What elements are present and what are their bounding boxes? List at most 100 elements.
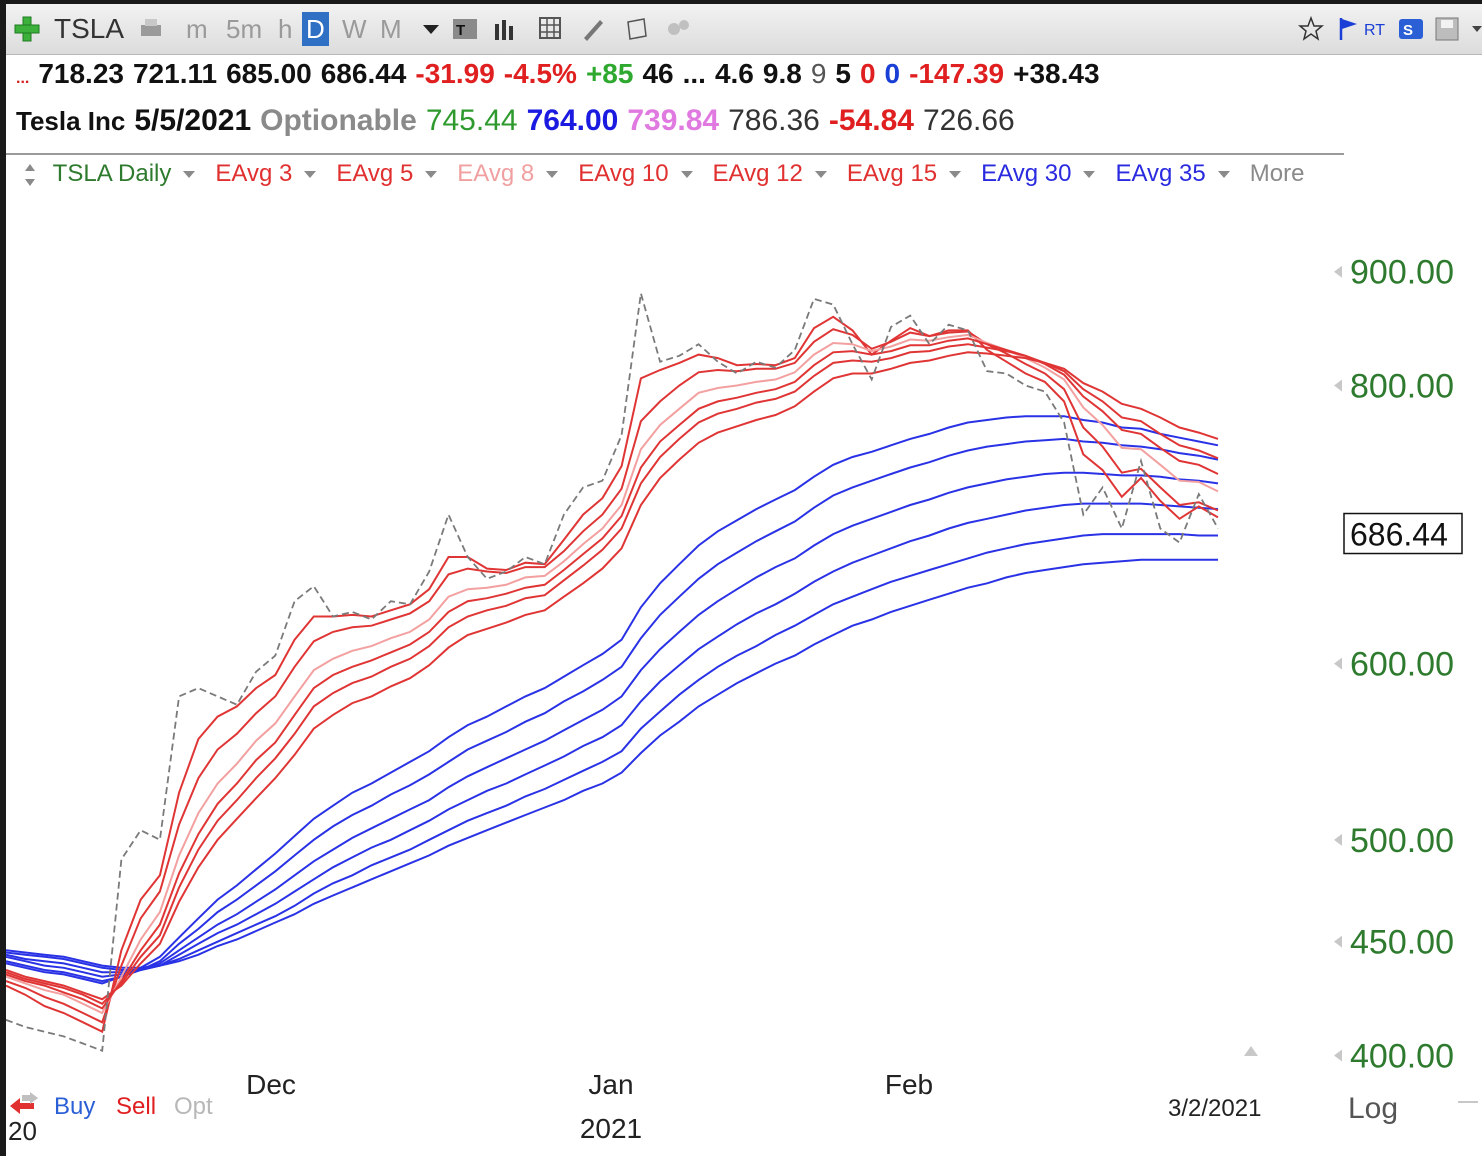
- date-label: 3/2/2021: [1168, 1095, 1261, 1122]
- price-chart[interactable]: 900.00 800.00 600.00 500.00 450.00 400.00 686.…: [6, 200, 1482, 1156]
- s-badge-icon[interactable]: S: [1398, 16, 1424, 42]
- y-tick-marker: [1334, 935, 1342, 948]
- indicator-label: EAvg 12: [712, 160, 803, 187]
- row1-field: +38.43: [1013, 58, 1100, 89]
- indicator-eavg-15[interactable]: EAvg 15: [846, 160, 962, 188]
- indicator-label: EAvg 3: [215, 160, 293, 187]
- indicator-label: EAvg 30: [981, 160, 1072, 187]
- dropdown-icon[interactable]: [418, 16, 444, 42]
- y-tick-marker: [1334, 265, 1342, 278]
- ema-line-6: [6, 415, 1219, 985]
- x-year-label: 2021: [580, 1113, 642, 1144]
- add-symbol-icon[interactable]: [14, 16, 40, 42]
- ema-line-7: [6, 437, 1219, 983]
- scroll-up-icon[interactable]: [1244, 1046, 1258, 1056]
- rt-label[interactable]: RT: [1364, 22, 1386, 39]
- row1-field: 0: [884, 58, 901, 89]
- chevron-down-icon[interactable]: [1083, 171, 1096, 179]
- row1-field: 685.00: [226, 58, 312, 89]
- printer-icon[interactable]: [138, 16, 164, 42]
- row1-field: +85: [585, 58, 634, 89]
- ema-line-0: [6, 315, 1219, 1034]
- row1-field: 4.6: [714, 58, 754, 89]
- chevron-down-icon[interactable]: [1217, 171, 1230, 179]
- quote-row-prices: ... 718.23 721.11 685.00 686.44 -31.99 -4.5% +8…: [16, 58, 1109, 90]
- row2-field: 739.84: [627, 104, 720, 137]
- y-tick-label: 600.00: [1350, 646, 1454, 684]
- svg-text:T: T: [456, 22, 465, 39]
- chevron-down-icon[interactable]: [949, 171, 962, 179]
- row1-field: 0: [859, 58, 876, 89]
- trade-arrows-icon[interactable]: [8, 1092, 40, 1122]
- ema-line-9: [6, 502, 1219, 974]
- pencil-icon[interactable]: [580, 16, 606, 42]
- chevron-down-icon[interactable]: [814, 171, 827, 179]
- indicator-label: EAvg 10: [578, 160, 669, 187]
- ema-line-1: [6, 328, 1219, 1024]
- text-tool-icon[interactable]: T: [452, 16, 478, 42]
- indicator-eavg-10[interactable]: EAvg 10: [578, 160, 693, 188]
- row2-field: Optionable: [260, 104, 417, 137]
- ema-line-4: [6, 343, 1219, 1006]
- indicator-label: EAvg 5: [336, 160, 414, 187]
- chevron-down-icon[interactable]: [425, 171, 438, 179]
- timeframe-w[interactable]: W: [342, 14, 367, 44]
- chevron-down-icon[interactable]: [304, 171, 317, 179]
- row1-field: -31.99: [415, 58, 495, 89]
- timeframe-m[interactable]: m: [186, 14, 208, 44]
- indicator-more[interactable]: More: [1250, 160, 1305, 188]
- row2-field: -54.84: [828, 104, 914, 137]
- timeframe-d[interactable]: D: [302, 12, 329, 46]
- grid-icon[interactable]: [538, 16, 564, 42]
- y-tick-marker: [1334, 379, 1342, 392]
- ema-line-11: [6, 558, 1218, 969]
- chevron-down-icon[interactable]: [680, 171, 693, 179]
- ema-line-10: [6, 533, 1218, 971]
- more-icon[interactable]: [1468, 16, 1482, 42]
- timeframe-h[interactable]: h: [278, 14, 293, 44]
- timeframe-5m[interactable]: 5m: [226, 14, 263, 44]
- row2-field: 745.44: [425, 104, 518, 137]
- x-tick-label: Jan: [588, 1069, 633, 1100]
- symbol-label[interactable]: TSLA: [54, 13, 125, 44]
- row1-field: 46: [642, 58, 674, 89]
- flag-icon[interactable]: [1336, 16, 1362, 42]
- y-tick-label: 450.00: [1350, 924, 1454, 962]
- indicator-eavg-30[interactable]: EAvg 30: [981, 160, 1096, 188]
- row2-field: 726.66: [922, 104, 1015, 137]
- row2-field: 764.00: [526, 104, 619, 137]
- indicator-eavg-35[interactable]: EAvg 35: [1115, 160, 1230, 188]
- timeframe-mo[interactable]: M: [380, 14, 402, 44]
- chevron-down-icon[interactable]: [546, 171, 559, 179]
- row2-field: Tesla Inc: [16, 106, 126, 136]
- row1-field: -147.39: [909, 58, 1005, 89]
- log-scale-toggle[interactable]: Log: [1348, 1092, 1398, 1125]
- indicator-label: EAvg 15: [846, 160, 938, 187]
- opt-button[interactable]: Opt: [174, 1093, 213, 1120]
- note-icon[interactable]: [624, 16, 650, 42]
- row1-field: 9.8: [762, 58, 802, 89]
- y-tick-label: 500.00: [1350, 822, 1454, 860]
- bar-chart-icon[interactable]: [492, 16, 518, 42]
- save-icon[interactable]: [1434, 16, 1460, 42]
- indicator-eavg-12[interactable]: EAvg 12: [713, 160, 827, 188]
- ema-line-8: [6, 471, 1219, 978]
- indicator-eavg-3[interactable]: EAvg 3: [215, 160, 317, 188]
- row1-field: ...: [16, 70, 30, 87]
- buy-button[interactable]: Buy: [54, 1093, 96, 1120]
- sell-button[interactable]: Sell: [116, 1093, 157, 1120]
- row1-field: ...: [682, 58, 706, 89]
- toolbar: TSLA m 5m h D W M T RT S: [6, 4, 1482, 55]
- x-start-label: 20: [8, 1116, 37, 1146]
- indicator-eavg-8[interactable]: EAvg 8: [457, 160, 559, 188]
- drag-handle-icon[interactable]: [22, 162, 38, 188]
- y-tick-marker: [1334, 657, 1342, 670]
- row2-field: 786.36: [728, 104, 820, 137]
- star-icon[interactable]: [1298, 16, 1324, 42]
- indicator-eavg-5[interactable]: EAvg 5: [336, 160, 438, 188]
- link-icon[interactable]: [666, 16, 692, 42]
- chevron-down-icon[interactable]: [183, 171, 196, 179]
- indicator-tsla-daily[interactable]: TSLA Daily: [53, 160, 196, 188]
- indicator-label: TSLA Daily: [52, 160, 172, 187]
